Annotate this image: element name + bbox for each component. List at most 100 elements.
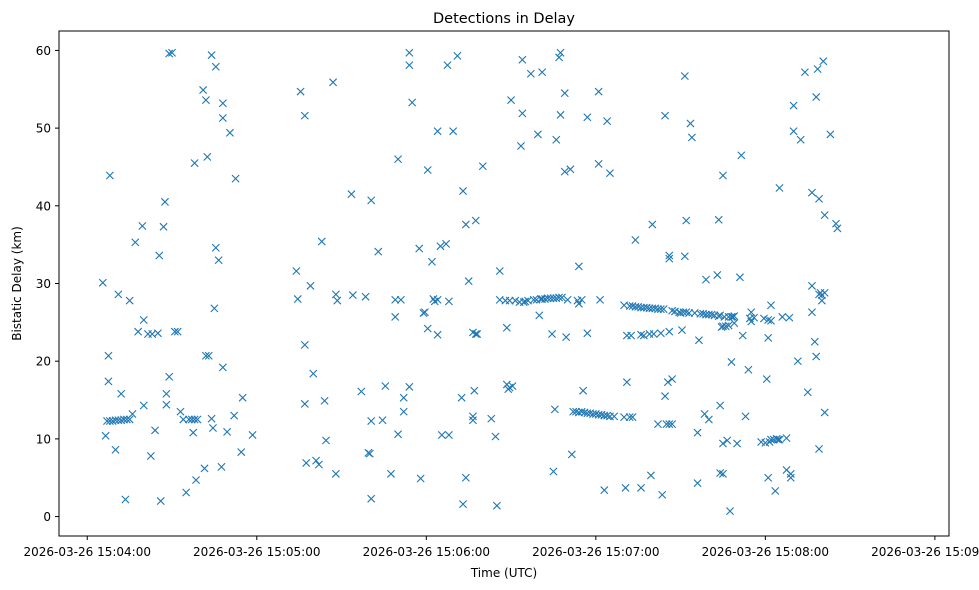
data-point — [459, 500, 468, 509]
data-point — [694, 336, 703, 345]
data-point — [121, 495, 130, 504]
data-point — [577, 407, 586, 416]
data-point — [170, 327, 179, 336]
data-point — [427, 257, 436, 266]
data-point — [713, 270, 722, 279]
y-tick-label: 30 — [36, 277, 51, 291]
data-point — [738, 331, 747, 340]
data-point — [139, 316, 148, 325]
data-point — [702, 310, 711, 319]
data-point — [730, 312, 739, 321]
data-point — [686, 119, 695, 128]
data-point — [767, 316, 775, 325]
x-tick-label: 2026-03-26 15:05:00 — [193, 545, 320, 559]
data-point — [661, 392, 670, 401]
data-point — [538, 68, 547, 77]
data-point — [394, 430, 403, 439]
data-point — [420, 308, 429, 317]
data-point — [680, 72, 689, 81]
data-point — [139, 401, 148, 410]
data-point — [134, 327, 143, 336]
data-point — [230, 411, 239, 420]
y-tick-label: 0 — [43, 510, 51, 524]
data-point — [560, 167, 569, 176]
x-axis-label: Time (UTC) — [470, 566, 537, 580]
data-point — [807, 308, 816, 317]
data-point — [819, 57, 828, 66]
data-point — [333, 296, 342, 305]
data-point — [329, 78, 338, 87]
data-point — [223, 427, 232, 436]
data-point — [168, 48, 177, 57]
data-point — [774, 435, 783, 444]
data-point — [665, 254, 674, 263]
data-point — [735, 273, 744, 282]
data-point — [459, 187, 468, 196]
x-tick-label: 2026-03-26 15:07:00 — [532, 545, 659, 559]
data-point — [778, 312, 787, 321]
data-point — [820, 211, 829, 220]
data-point — [208, 424, 217, 432]
y-tick-label: 50 — [36, 122, 51, 136]
data-point — [637, 330, 646, 339]
data-point — [620, 413, 629, 422]
data-point — [747, 317, 756, 326]
data-point — [184, 415, 193, 424]
data-point — [704, 415, 713, 424]
data-point — [549, 467, 558, 476]
data-point — [179, 415, 188, 424]
data-point — [775, 183, 784, 192]
data-point — [218, 99, 227, 108]
data-point — [162, 389, 171, 398]
data-point — [98, 278, 107, 287]
data-point — [218, 114, 227, 123]
data-point — [423, 324, 432, 333]
data-point — [682, 308, 691, 317]
data-point — [782, 434, 791, 443]
data-point — [405, 48, 414, 57]
data-point — [111, 416, 120, 425]
data-point — [117, 389, 126, 398]
data-point — [437, 431, 446, 439]
data-point — [812, 352, 821, 361]
data-point — [583, 113, 592, 122]
data-point — [668, 306, 677, 315]
data-point — [556, 110, 565, 119]
data-point — [214, 256, 223, 265]
data-point — [786, 473, 795, 482]
data-point — [309, 369, 318, 378]
data-point — [807, 281, 816, 290]
data-point — [716, 469, 725, 478]
data-point — [478, 162, 487, 171]
data-point — [201, 351, 210, 360]
y-axis: 0 10 20 30 40 50 60 — [36, 44, 59, 524]
data-point — [668, 375, 677, 384]
data-point — [685, 309, 694, 318]
data-point — [365, 449, 374, 458]
data-point — [189, 428, 198, 437]
data-point — [415, 244, 424, 253]
data-point — [204, 351, 213, 360]
data-point — [248, 431, 257, 439]
data-point — [649, 330, 658, 338]
data-point — [192, 476, 201, 485]
data-point — [104, 377, 113, 386]
data-point — [744, 365, 753, 374]
data-point — [405, 61, 414, 70]
data-point — [831, 219, 840, 228]
data-point — [543, 294, 552, 303]
data-point — [518, 109, 527, 118]
data-point — [628, 413, 637, 422]
data-point — [815, 194, 824, 203]
data-point — [176, 407, 185, 416]
data-point — [562, 333, 571, 342]
data-point — [833, 224, 842, 233]
data-point — [320, 396, 329, 405]
data-point — [199, 86, 208, 95]
data-point — [471, 330, 480, 338]
data-point — [367, 417, 376, 426]
data-point — [201, 96, 210, 105]
data-point — [700, 410, 709, 419]
data-point — [105, 171, 114, 180]
